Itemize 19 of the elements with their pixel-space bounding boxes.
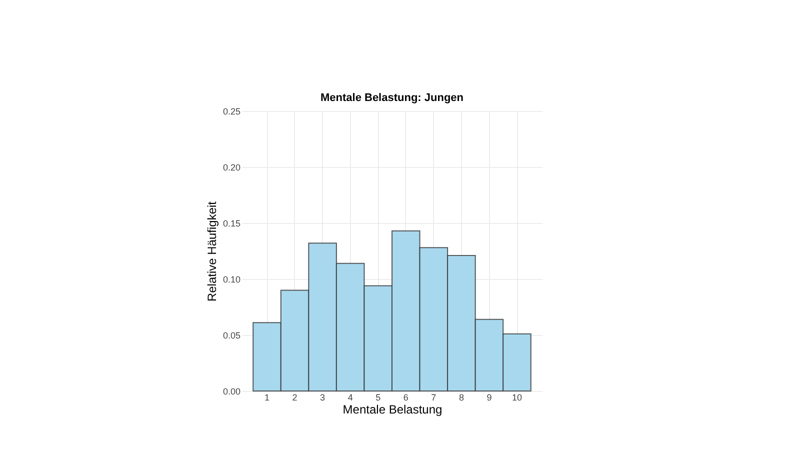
x-tick-label: 1 (264, 392, 270, 402)
y-tick-label: 0.00 (222, 386, 240, 396)
x-axis-title: Mentale Belastung (342, 402, 442, 416)
y-tick-label: 0.05 (222, 330, 240, 340)
y-tick-label: 0.20 (222, 162, 240, 172)
y-tick-label: 0.15 (222, 218, 240, 228)
y-tick-label: 0.25 (222, 106, 240, 116)
x-tick-label: 6 (403, 392, 408, 402)
x-tick-label: 4 (348, 392, 353, 402)
y-tick-label: 0.10 (222, 274, 240, 284)
x-tick-label: 3 (320, 392, 326, 402)
x-tick-label: 10 (512, 392, 522, 402)
x-tick-label: 7 (431, 392, 436, 402)
chart-title: Mentale Belastung: Jungen (320, 92, 464, 104)
x-tick-label: 2 (292, 392, 298, 402)
x-tick-label: 9 (486, 392, 492, 402)
y-axis-title: Relative Häufigkeit (204, 200, 219, 302)
x-tick-label: 5 (376, 392, 381, 402)
x-tick-label: 8 (458, 392, 464, 402)
